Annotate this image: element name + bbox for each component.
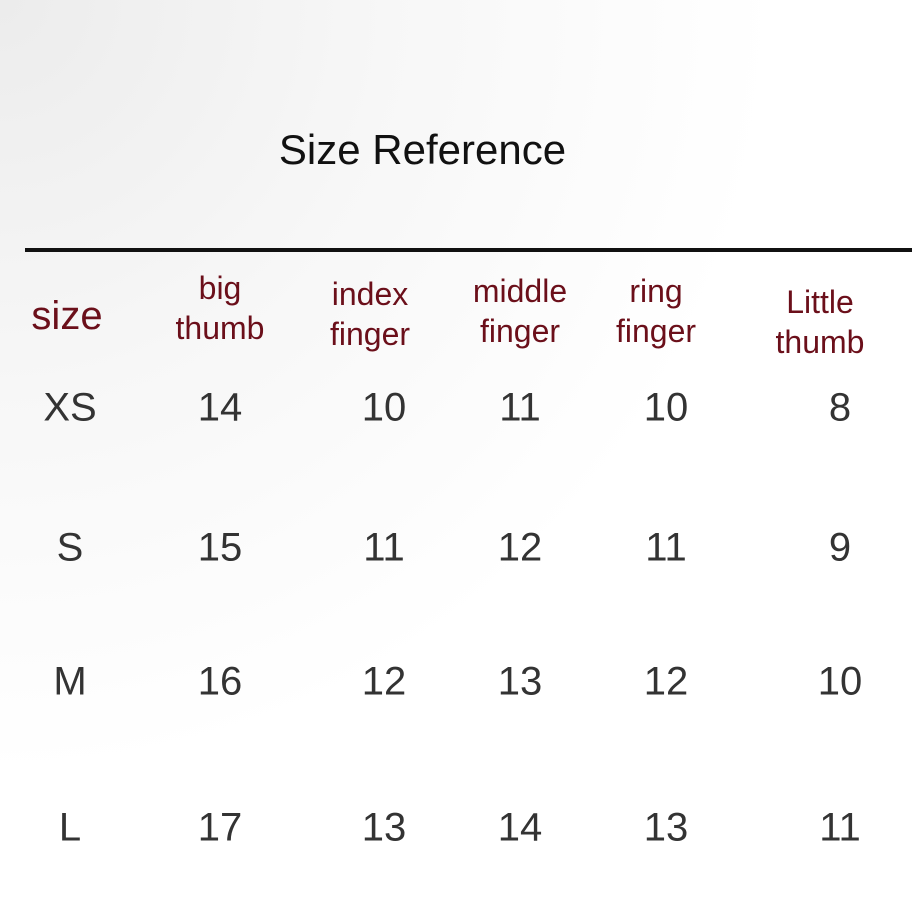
header-line: finger xyxy=(479,313,561,349)
measurement-cell: 10 xyxy=(643,385,689,430)
measurement-cell: 13 xyxy=(497,659,543,704)
header-line: big xyxy=(198,270,242,306)
header-line: middle xyxy=(472,273,568,309)
column-header-middle-finger: middle finger xyxy=(473,271,567,351)
column-header-big-thumb: big thumb xyxy=(176,268,265,348)
measurement-cell: 16 xyxy=(197,659,243,704)
measurement-cell: 9 xyxy=(828,525,852,570)
column-header-index-finger: index finger xyxy=(330,274,410,354)
measurement-cell: 10 xyxy=(361,385,407,430)
column-header-size: size xyxy=(31,294,103,338)
measurement-cell: 13 xyxy=(361,805,407,850)
header-line: finger xyxy=(329,316,411,352)
header-line: index xyxy=(331,276,409,312)
measurement-cell: 17 xyxy=(197,805,243,850)
measurement-cell: 11 xyxy=(819,805,861,850)
size-label: S xyxy=(56,525,84,570)
size-label: XS xyxy=(43,385,97,430)
measurement-cell: 13 xyxy=(643,805,689,850)
size-label: L xyxy=(58,805,82,850)
measurement-cell: 12 xyxy=(643,659,689,704)
size-label: M xyxy=(53,659,87,704)
measurement-cell: 15 xyxy=(197,525,243,570)
measurement-cell: 11 xyxy=(645,525,687,570)
header-line: thumb xyxy=(175,310,265,346)
measurement-cell: 12 xyxy=(497,525,543,570)
column-header-little-thumb: Little thumb xyxy=(776,282,865,362)
header-line: thumb xyxy=(775,324,865,360)
measurement-cell: 8 xyxy=(828,385,852,430)
column-header-ring-finger: ring finger xyxy=(616,271,696,351)
measurement-cell: 12 xyxy=(361,659,407,704)
header-divider xyxy=(25,248,912,252)
measurement-cell: 11 xyxy=(499,385,541,430)
header-line: Little xyxy=(786,284,854,320)
measurement-cell: 14 xyxy=(197,385,243,430)
page-title: Size Reference xyxy=(278,126,567,173)
measurement-cell: 14 xyxy=(497,805,543,850)
header-line: ring xyxy=(629,273,683,309)
measurement-cell: 10 xyxy=(817,659,863,704)
header-line: finger xyxy=(615,313,697,349)
measurement-cell: 11 xyxy=(363,525,405,570)
